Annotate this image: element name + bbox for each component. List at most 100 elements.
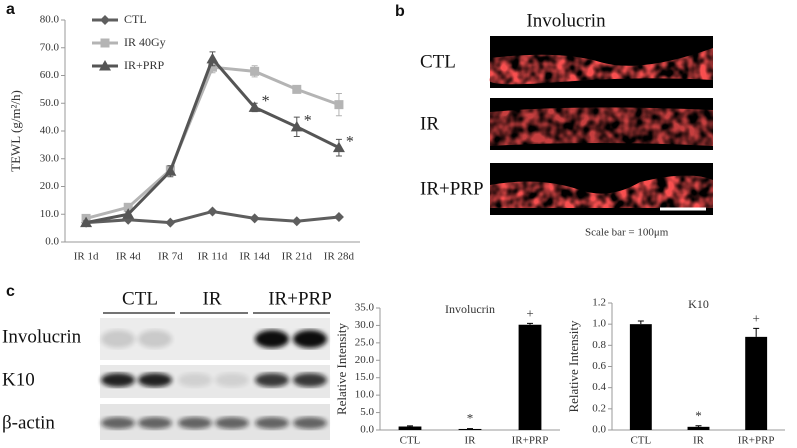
y-tick-label: 1.0 (592, 318, 606, 330)
y-tick-label: 15.0 (355, 371, 375, 383)
bar (629, 324, 652, 430)
y-tick-label: 20.0 (40, 180, 60, 192)
blot-band (255, 330, 289, 348)
x-tick-label: IR 4d (116, 251, 141, 263)
error-bar (407, 425, 413, 427)
legend-label: IR 40Gy (124, 35, 166, 49)
y-tick-label: 10.0 (40, 208, 60, 220)
x-tick-label: IR+PRP (512, 435, 549, 447)
y-tick-label: 0.6 (592, 360, 606, 372)
error-bar (753, 327, 760, 337)
blot-row-label: β-actin (2, 412, 55, 433)
blot-band (101, 373, 135, 387)
y-tick-label: 10.0 (355, 389, 375, 401)
image-row-label: CTL (420, 51, 456, 72)
blot-group-label: IR (203, 288, 222, 309)
point (100, 38, 110, 48)
y-tick-label: 20.0 (355, 354, 375, 366)
blot-band (293, 417, 327, 429)
x-tick-label: IR 21d (282, 251, 313, 263)
scale-bar-label: Scale bar = 100μm (585, 227, 669, 239)
x-tick-label: CTL (630, 435, 651, 447)
image-row-label: IR (420, 113, 439, 134)
series-line (85, 55, 340, 225)
y-tick-label: 70.0 (40, 41, 60, 53)
y-tick-label: 1.2 (592, 297, 606, 309)
point (208, 62, 217, 72)
point (206, 52, 219, 64)
point (207, 206, 218, 217)
x-tick-label: IR 1d (74, 251, 99, 263)
y-tick-label: 80.0 (40, 14, 60, 26)
x-tick-label: IR 11d (198, 251, 228, 263)
blot-band (293, 373, 327, 387)
blot-band (255, 417, 289, 429)
y-tick-label: 30.0 (355, 319, 375, 331)
y-tick-label: 40.0 (40, 125, 60, 137)
significance-marker: + (526, 305, 533, 320)
significance-marker: * (262, 93, 270, 110)
error-bar (695, 425, 702, 427)
point (164, 165, 177, 176)
y-tick-label: 0.0 (592, 424, 606, 436)
image-title: Involucrin (526, 10, 606, 31)
bar (745, 336, 768, 430)
point (290, 120, 303, 132)
bar (458, 428, 482, 430)
x-tick-label: CTL (400, 435, 421, 447)
blot-band (215, 417, 249, 429)
error-bar (637, 320, 644, 325)
bar (518, 324, 542, 430)
blot-row-label: Involucrin (2, 326, 82, 347)
blot-band (293, 330, 327, 348)
y-tick-label: 0.4 (592, 381, 606, 393)
y-axis-label: TEWL (g/m²/h) (8, 90, 23, 172)
significance-marker: * (695, 408, 702, 423)
point (334, 100, 344, 110)
point (333, 212, 344, 223)
y-tick-label: 5.0 (360, 406, 374, 418)
significance-marker: * (304, 113, 312, 130)
blot-band (255, 373, 289, 387)
significance-marker: * (346, 133, 354, 150)
x-tick-label: IR (465, 435, 477, 447)
y-tick-label: 0.2 (592, 402, 606, 414)
fluorescence-images (488, 36, 713, 215)
panel-label: c (6, 283, 15, 300)
y-tick-label: 50.0 (40, 97, 60, 109)
y-tick-label: 25.0 (355, 336, 375, 348)
significance-marker: * (467, 411, 474, 426)
point (99, 60, 111, 71)
point (100, 15, 110, 25)
x-tick-label: IR 7d (158, 251, 183, 263)
panel-label: a (6, 1, 15, 18)
blot-image (100, 318, 330, 440)
legend-label: IR+PRP (124, 58, 164, 72)
x-tick-label: IR 14d (240, 251, 271, 263)
point (292, 84, 302, 94)
blot-band (101, 330, 135, 348)
legend-label: CTL (124, 12, 147, 26)
error-bar (527, 322, 533, 325)
panel-label: b (395, 3, 405, 20)
blot-band (138, 330, 172, 348)
blot-group-label: CTL (122, 288, 158, 309)
y-tick-label: 60.0 (40, 69, 60, 81)
blot-band (178, 417, 212, 429)
chart-title: Involucrin (445, 302, 495, 316)
point (248, 101, 261, 112)
point (291, 216, 302, 227)
point (123, 202, 133, 212)
y-tick-label: 0.0 (45, 236, 59, 248)
x-tick-label: IR (693, 435, 705, 447)
blot-row-label: K10 (2, 369, 35, 390)
y-axis-label: Relative Intensity (566, 320, 581, 413)
y-tick-label: 0.0 (360, 424, 374, 436)
blot-band (178, 373, 212, 387)
image-row-label: IR+PRP (420, 178, 484, 199)
bar (687, 426, 710, 430)
point (165, 217, 176, 228)
bar (398, 426, 422, 430)
blot-band (138, 373, 172, 387)
